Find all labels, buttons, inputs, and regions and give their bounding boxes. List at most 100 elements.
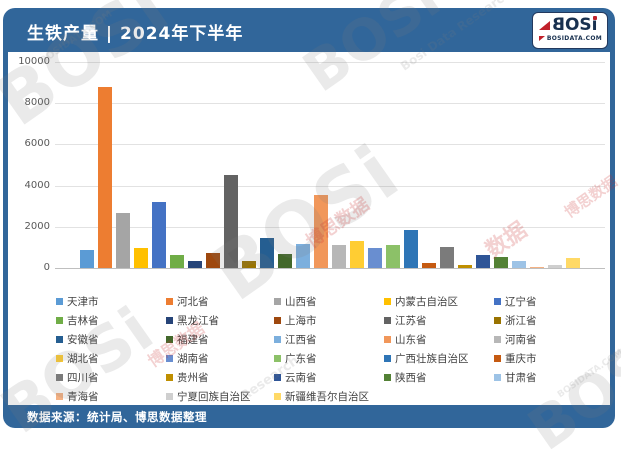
chart-bar xyxy=(476,254,490,268)
chart-bar xyxy=(440,247,454,268)
legend-swatch-icon xyxy=(56,317,63,324)
bars-group xyxy=(80,62,580,268)
chart-bar xyxy=(242,261,256,268)
page-title: 生铁产量 | 2024年下半年 xyxy=(27,24,244,44)
legend-item: 江苏省 xyxy=(384,313,494,328)
legend-item: 陕西省 xyxy=(384,370,494,385)
legend-item: 新疆维吾尔自治区 xyxy=(274,389,384,404)
legend-swatch-icon xyxy=(274,374,281,381)
chart-bar xyxy=(494,257,508,268)
legend-swatch-icon xyxy=(56,355,63,362)
legend-label: 湖南省 xyxy=(177,353,209,365)
gridline xyxy=(55,226,605,228)
y-axis-tick-label: 10000 xyxy=(18,56,50,67)
chart-bar xyxy=(458,264,472,268)
legend-swatch-icon xyxy=(384,355,391,362)
legend-item: 安徽省 xyxy=(56,332,166,347)
legend-label: 内蒙古自治区 xyxy=(395,296,458,308)
legend-item: 黑龙江省 xyxy=(166,313,274,328)
chart-bar xyxy=(404,229,418,268)
legend-label: 河北省 xyxy=(177,296,209,308)
chart-bar xyxy=(152,202,166,268)
legend-swatch-icon xyxy=(166,317,173,324)
bar-chart: 0 2000 4000 6000 8000 10000 xyxy=(8,52,610,282)
chart-bar xyxy=(530,266,544,268)
chart-bar xyxy=(206,253,220,268)
legend-item: 青海省 xyxy=(56,389,166,404)
legend-swatch-icon xyxy=(274,317,281,324)
legend-item: 山东省 xyxy=(384,332,494,347)
legend-swatch-icon xyxy=(384,317,391,324)
legend-item: 甘肃省 xyxy=(494,370,610,385)
legend-label: 青海省 xyxy=(67,391,99,403)
logo-triangle-icon xyxy=(539,20,550,30)
legend-swatch-icon xyxy=(56,393,63,400)
legend-item: 河北省 xyxy=(166,294,274,309)
logo-small-triangle-icon xyxy=(538,36,545,41)
logo-domain: BOSIDATA.COM xyxy=(546,35,602,42)
legend-label: 山东省 xyxy=(395,334,427,346)
legend-swatch-icon xyxy=(274,355,281,362)
legend-label: 福建省 xyxy=(177,334,209,346)
legend-swatch-icon xyxy=(166,336,173,343)
legend-item: 吉林省 xyxy=(56,313,166,328)
legend-label: 辽宁省 xyxy=(505,296,537,308)
legend-swatch-icon xyxy=(56,298,63,305)
chart-bar xyxy=(332,245,346,268)
legend-item: 贵州省 xyxy=(166,370,274,385)
legend-label: 江西省 xyxy=(285,334,317,346)
chart-bar xyxy=(80,249,94,268)
y-axis-tick-label: 0 xyxy=(43,262,50,273)
legend-swatch-icon xyxy=(494,374,501,381)
legend-swatch-icon xyxy=(56,336,63,343)
chart-bar xyxy=(188,260,202,268)
legend-swatch-icon xyxy=(384,336,391,343)
logo-red-dot xyxy=(592,15,597,20)
legend-item: 湖南省 xyxy=(166,351,274,366)
chart-bar xyxy=(368,248,382,268)
gridline xyxy=(55,103,605,105)
legend-swatch-icon xyxy=(494,298,501,305)
legend-label: 重庆市 xyxy=(505,353,537,365)
chart-bar xyxy=(566,257,580,268)
data-source-text: 数据来源：统计局、博思数据整理 xyxy=(27,410,207,424)
chart-bar xyxy=(548,265,562,268)
chart-bar xyxy=(278,254,292,268)
chart-bar xyxy=(512,261,526,268)
gridline xyxy=(55,144,605,146)
legend-swatch-icon xyxy=(494,355,501,362)
legend-swatch-icon xyxy=(494,317,501,324)
legend-item: 辽宁省 xyxy=(494,294,610,309)
legend-label: 云南省 xyxy=(285,372,317,384)
legend-item: 上海市 xyxy=(274,313,384,328)
chart-bar xyxy=(224,174,238,268)
x-axis-line xyxy=(55,268,605,269)
gridline xyxy=(55,62,605,63)
legend-swatch-icon xyxy=(274,393,281,400)
legend-swatch-icon xyxy=(166,393,173,400)
gridline xyxy=(55,185,605,187)
legend-label: 甘肃省 xyxy=(505,372,537,384)
legend-swatch-icon xyxy=(384,298,391,305)
chart-bar xyxy=(134,248,148,268)
y-axis-tick-label: 4000 xyxy=(24,179,50,191)
legend-item: 福建省 xyxy=(166,332,274,347)
legend-label: 陕西省 xyxy=(395,372,427,384)
legend-label: 河南省 xyxy=(505,334,537,346)
legend-swatch-icon xyxy=(384,374,391,381)
legend-label: 吉林省 xyxy=(67,315,99,327)
y-axis-tick-label: 6000 xyxy=(24,138,50,150)
chart-bar xyxy=(350,240,364,268)
legend-item: 云南省 xyxy=(274,370,384,385)
chart-bar xyxy=(116,212,130,268)
chart-bar xyxy=(260,238,274,268)
legend-label: 新疆维吾尔自治区 xyxy=(285,391,369,403)
legend-item: 江西省 xyxy=(274,332,384,347)
legend-swatch-icon xyxy=(166,374,173,381)
report-card: 生铁产量 | 2024年下半年 BOSi BOSIDATA.COM 0 2000 4… xyxy=(3,8,615,428)
legend-label: 广东省 xyxy=(285,353,317,365)
legend-item: 重庆市 xyxy=(494,351,610,366)
chart-bar xyxy=(314,195,328,268)
bosi-logo: BOSi BOSIDATA.COM xyxy=(532,12,608,49)
legend-item: 宁夏回族自治区 xyxy=(166,389,274,404)
